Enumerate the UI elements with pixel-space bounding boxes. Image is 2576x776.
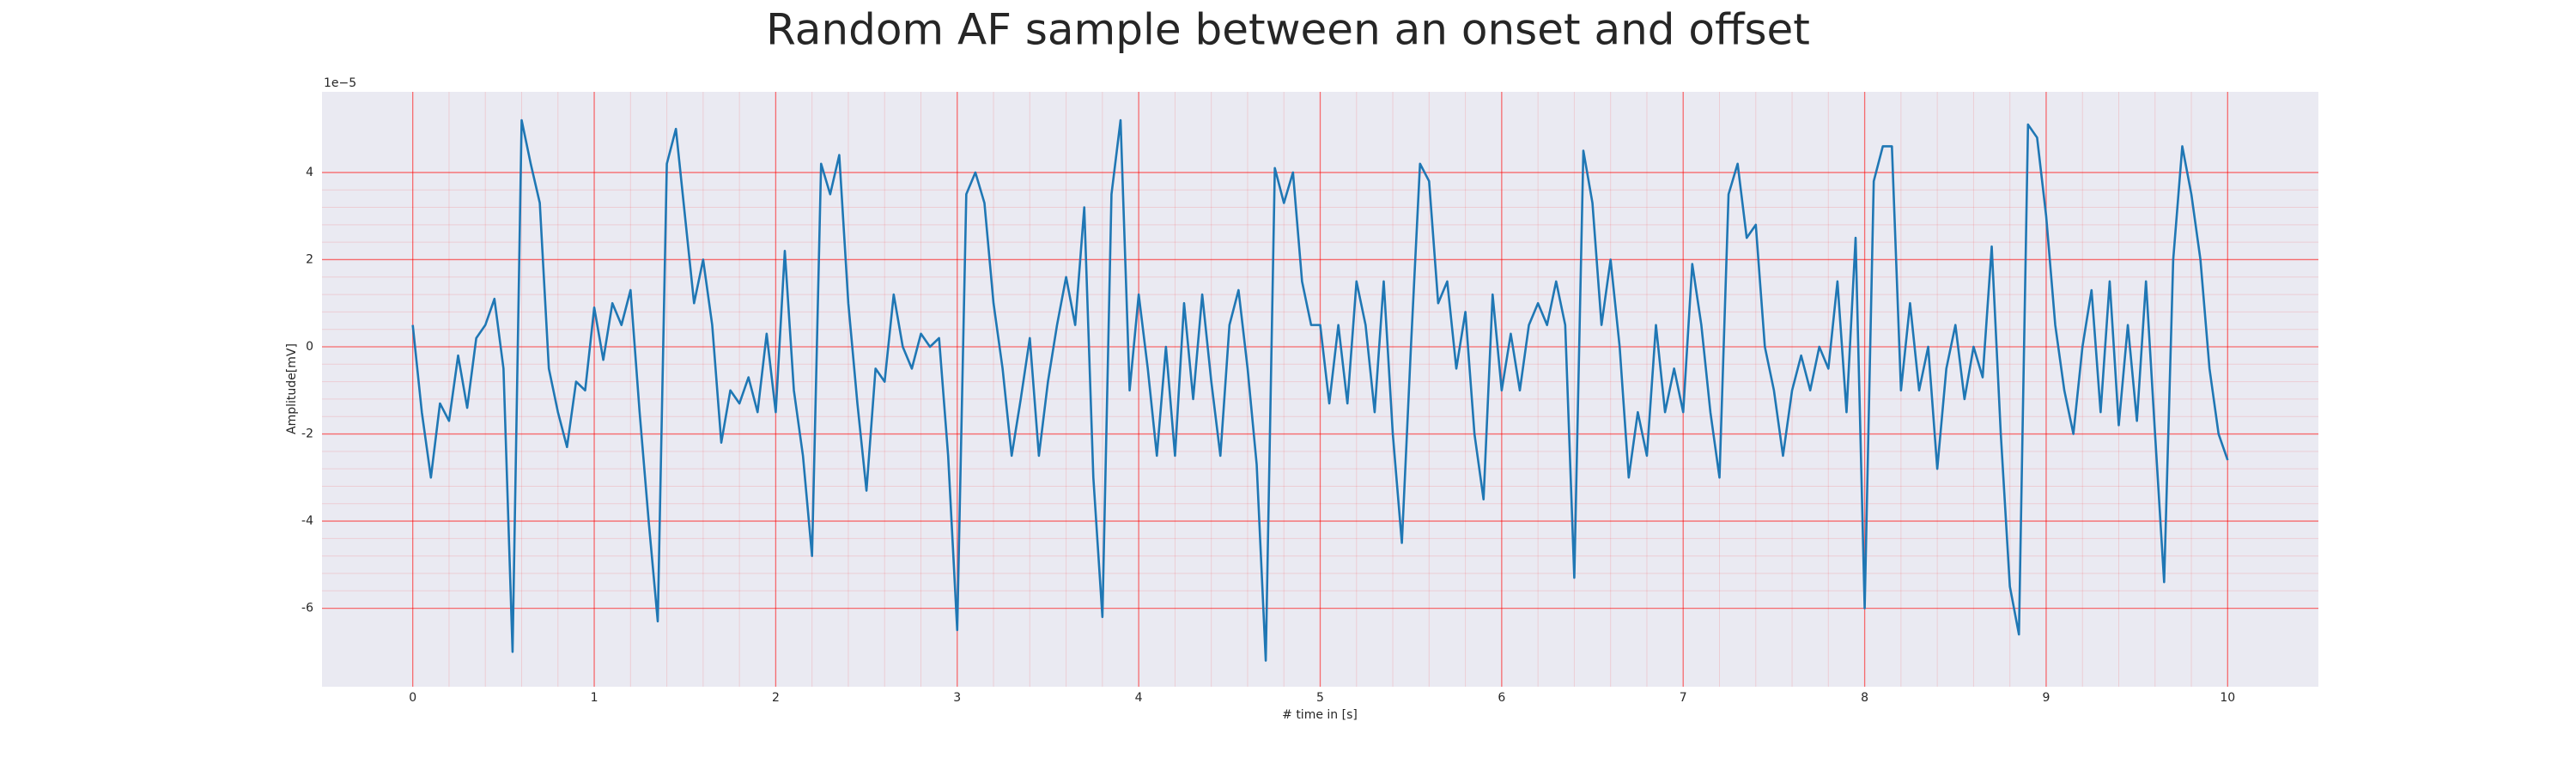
x-axis-label: # time in [s] bbox=[1282, 708, 1358, 722]
y-tick-label: 0 bbox=[306, 340, 313, 354]
y-axis-label: Amplitude[mV] bbox=[285, 343, 299, 434]
y-tick-label: 4 bbox=[306, 166, 313, 179]
x-tick-label: 7 bbox=[1680, 691, 1687, 705]
data-line bbox=[411, 118, 2229, 662]
x-tick-label: 9 bbox=[2042, 691, 2050, 705]
chart-title: Random AF sample between an onset and of… bbox=[766, 5, 1810, 55]
x-tick-label: 3 bbox=[953, 691, 961, 705]
x-tick-label: 2 bbox=[772, 691, 780, 705]
x-tick-label: 5 bbox=[1316, 691, 1324, 705]
x-tick-label: 4 bbox=[1135, 691, 1143, 705]
y-offset-text: 1e−5 bbox=[324, 76, 356, 90]
x-tick-label: 6 bbox=[1498, 691, 1505, 705]
y-tick-label: 2 bbox=[306, 252, 313, 266]
x-tick-label: 1 bbox=[591, 691, 598, 705]
series bbox=[411, 118, 2229, 662]
x-tick-label: 8 bbox=[1861, 691, 1868, 705]
x-tick-label: 0 bbox=[409, 691, 416, 705]
x-tick-label: 10 bbox=[2220, 691, 2235, 705]
y-tick-label: -4 bbox=[301, 514, 313, 528]
y-tick-label: -6 bbox=[301, 602, 313, 615]
y-tick-label: -2 bbox=[301, 427, 313, 441]
